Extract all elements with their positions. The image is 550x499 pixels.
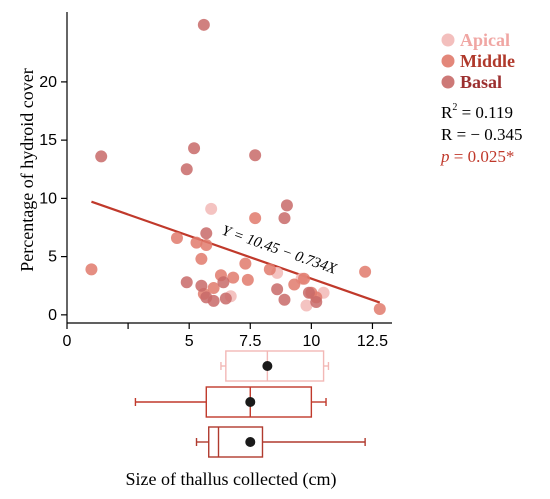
point-middle — [263, 263, 276, 276]
y-tick-label: 10 — [39, 190, 57, 207]
point-basal — [271, 283, 284, 296]
box — [208, 426, 264, 458]
regression-group — [91, 200, 381, 304]
point-apical — [300, 299, 313, 312]
point-basal — [195, 279, 208, 292]
point-middle — [373, 303, 386, 316]
regression-line — [91, 200, 381, 304]
point-middle — [195, 252, 208, 265]
point-basal — [280, 199, 293, 212]
point-middle — [241, 273, 254, 286]
p-label: p — [440, 147, 450, 166]
point-basal — [180, 276, 193, 289]
y-tick-label: 20 — [39, 74, 57, 91]
boxplots-group — [134, 350, 366, 458]
r2-value: = 0.119 — [457, 103, 513, 122]
boxplot-middle — [134, 386, 327, 418]
r2-sup: 2 — [452, 102, 457, 113]
legend-marker-basal — [441, 75, 455, 89]
points-group — [85, 18, 386, 316]
point-middle — [190, 236, 203, 249]
p-value: = 0.025* — [450, 147, 515, 166]
x-tick-label: 10 — [302, 333, 320, 350]
axes: 0 5 10 15 20 0 5 7.5 10 12.5 — [39, 12, 392, 350]
legend-label-basal: Basal — [460, 72, 502, 92]
point-middle — [200, 238, 213, 251]
x-tick-label: 5 — [185, 333, 194, 350]
point-middle — [239, 257, 252, 270]
point-basal — [310, 296, 323, 309]
y-tick-label: 15 — [39, 132, 57, 149]
legend-marker-middle — [441, 54, 455, 68]
box — [225, 350, 325, 382]
r2-stat: R2 = 0.119 — [441, 102, 513, 122]
point-basal — [302, 286, 315, 299]
x-tick-label: 12.5 — [357, 333, 388, 350]
point-basal — [200, 227, 213, 240]
point-basal — [219, 292, 232, 305]
mean-dot — [262, 361, 273, 371]
point-basal — [207, 294, 220, 307]
legend-marker-apical — [441, 33, 455, 47]
point-middle — [298, 272, 311, 285]
point-basal — [197, 18, 210, 31]
boxplot-basal — [195, 426, 366, 458]
r2-label: R — [441, 103, 453, 122]
boxplot-apical — [220, 350, 330, 382]
point-middle — [207, 282, 220, 295]
point-basal — [95, 150, 108, 163]
r-stat: R = − 0.345 — [441, 125, 523, 144]
box — [205, 386, 313, 418]
x-axis-title: Size of thallus collected (cm) — [126, 469, 337, 490]
point-basal — [180, 163, 193, 176]
y-axis-title: Percentage of hydroid cover — [17, 68, 37, 271]
point-middle — [249, 212, 262, 225]
point-basal — [217, 276, 230, 289]
point-middle — [288, 278, 301, 291]
p-stat: p = 0.025* — [440, 147, 514, 166]
legend-label-middle: Middle — [460, 51, 515, 71]
stats-block: R2 = 0.119 R = − 0.345 p = 0.025* — [440, 102, 523, 166]
point-basal — [278, 293, 291, 306]
x-tick-label: 0 — [63, 333, 72, 350]
point-apical — [205, 202, 218, 215]
y-tick-label: 0 — [48, 307, 57, 324]
mean-dot — [245, 437, 256, 447]
point-basal — [278, 212, 291, 225]
point-basal — [249, 149, 262, 162]
mean-dot — [245, 397, 256, 407]
y-tick-label: 5 — [48, 249, 57, 266]
point-middle — [170, 231, 183, 244]
point-basal — [188, 142, 201, 155]
point-middle — [85, 263, 98, 276]
x-tick-label: 7.5 — [239, 333, 261, 350]
point-middle — [359, 265, 372, 278]
legend-label-apical: Apical — [460, 30, 510, 50]
point-middle — [227, 271, 240, 284]
